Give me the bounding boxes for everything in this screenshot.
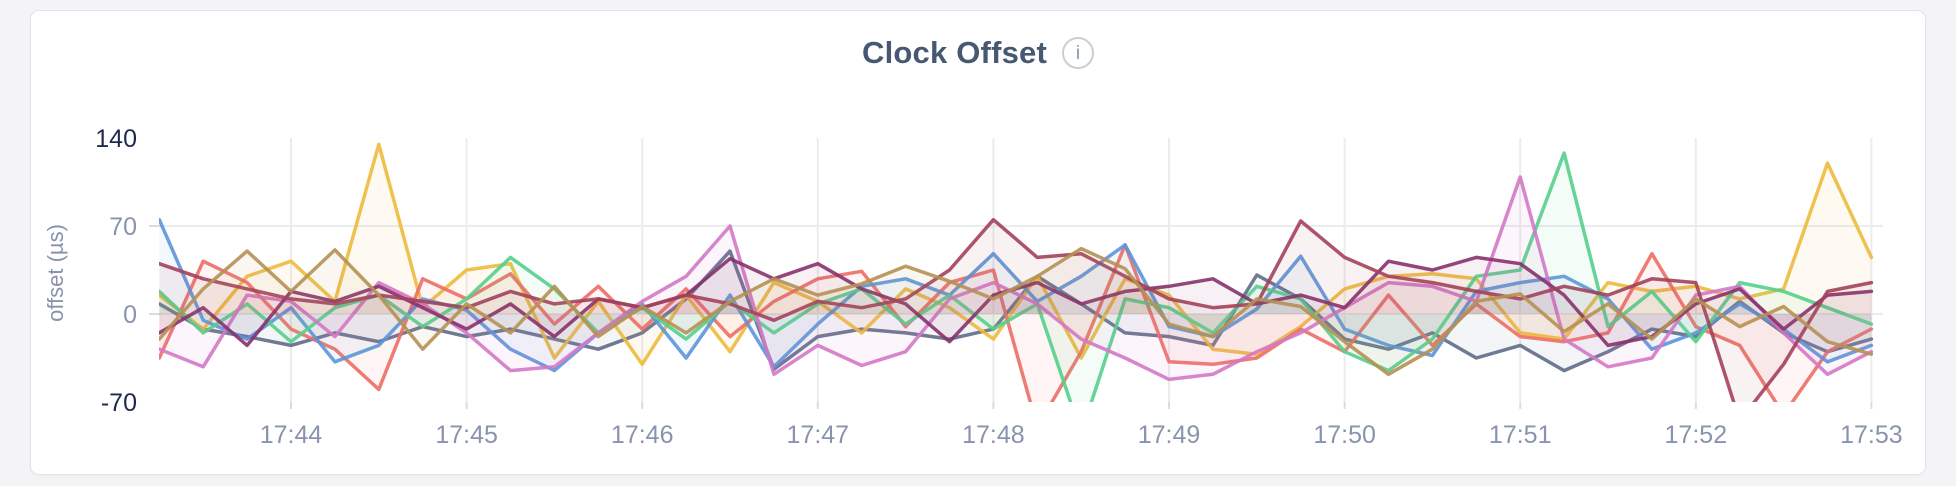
x-tick-label: 17:50 <box>1313 421 1376 449</box>
chart-title: Clock Offset <box>862 35 1047 70</box>
x-tick-label: 17:49 <box>1138 421 1201 449</box>
series-area-series-3 <box>159 244 1872 402</box>
x-tick-label: 17:51 <box>1489 421 1552 449</box>
series-line-series-8 <box>159 217 1874 402</box>
y-tick-label: 70 <box>109 213 137 241</box>
series-area-series-9 <box>159 248 1872 375</box>
x-tick-label: 17:44 <box>260 421 323 449</box>
series-area-series-5 <box>159 153 1872 402</box>
series-area-series-2 <box>159 144 1872 365</box>
clock-offset-chart-card: 17:44 17:45 17:46 17:47 17:48 17:49 17:50 17:51… <box>30 10 1926 475</box>
x-tick-label: 17:52 <box>1665 421 1728 449</box>
series-line-series-5 <box>159 151 1874 402</box>
clock-offset-chart[interactable]: 17:44 17:45 17:46 17:47 17:48 17:49 17:50 17:51… <box>31 11 1925 474</box>
series-area-series-7 <box>159 257 1872 346</box>
x-tick-label: 17:48 <box>962 421 1025 449</box>
x-tick-label: 17:47 <box>787 421 850 449</box>
x-tick-label: 17:53 <box>1840 421 1903 449</box>
series-area-series-6 <box>159 177 1872 380</box>
y-tick-label: 0 <box>123 301 137 329</box>
series-line-series-1 <box>159 249 1874 373</box>
y-tick-label: -70 <box>101 389 137 417</box>
series-area-series-8 <box>159 219 1872 402</box>
series-line-series-3 <box>159 243 1874 402</box>
x-tick-label: 17:45 <box>435 421 498 449</box>
y-axis-label: offset (µs) <box>43 224 68 322</box>
y-tick-label: 140 <box>95 125 137 153</box>
info-icon[interactable]: i <box>1062 37 1094 69</box>
series-line-series-9 <box>159 246 1874 377</box>
x-tick-label: 17:46 <box>611 421 674 449</box>
chart-header: Clock Offset i <box>31 33 1925 73</box>
